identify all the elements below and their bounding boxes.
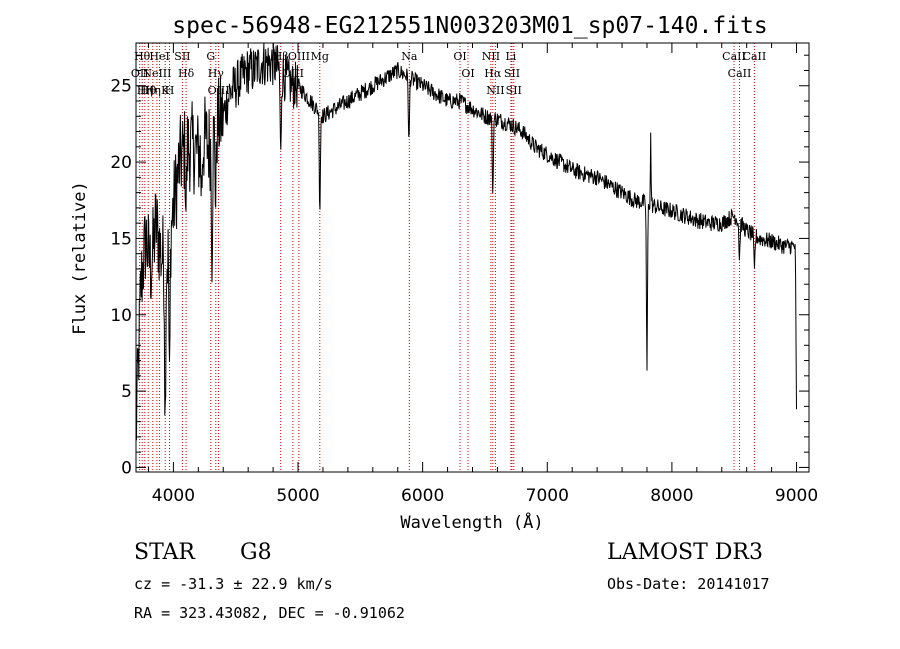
y-tick-label: 25 [110, 77, 132, 97]
line-marker-label: SII [174, 50, 190, 63]
line-marker-label: OIII [288, 50, 310, 63]
line-marker-label: NeIII [142, 67, 171, 80]
observation-date: Obs-Date: 20141017 [607, 575, 770, 593]
y-axis-label: Flux (relative) [70, 181, 90, 335]
line-marker-label: Hδ [178, 67, 195, 80]
axis-ticks: 4000 5000 6000 7000 8000 9000 0 5 10 15 20 25 [110, 43, 818, 506]
line-marker-label: OII [131, 67, 149, 80]
redshift-velocity: cz = -31.3 ± 22.9 km/s [134, 575, 333, 593]
line-marker-label: SII [506, 84, 522, 97]
spectrum-line [135, 42, 797, 441]
line-marker-label: NII [486, 84, 504, 97]
line-markers [139, 43, 755, 472]
line-marker-label: Na [401, 50, 418, 63]
y-tick-label: 0 [121, 458, 132, 478]
plot-frame [135, 42, 810, 473]
line-marker-label: CaII [743, 50, 767, 63]
line-marker-label: G [206, 50, 215, 63]
y-tick-label: 20 [110, 153, 132, 173]
object-class: STAR [134, 540, 195, 565]
line-marker-label: Hγ [208, 67, 225, 80]
line-marker-label: Hη [137, 84, 153, 97]
line-labels: HθOIIHηHθHηNeIIIHeIKHSIIHδGHγOIIIHβOIIIO… [131, 50, 766, 97]
line-marker-label: H [165, 84, 175, 97]
line-marker-label: Li [505, 50, 516, 63]
line-marker-label: CaII [722, 50, 746, 63]
x-axis-label: Wavelength (Å) [400, 511, 543, 533]
line-marker-label: Hα [484, 67, 502, 80]
y-tick-label: 10 [110, 306, 132, 326]
line-marker-label: Hθ [140, 84, 157, 97]
chart-title: spec-56948-EG212551N003203M01_sp07-140.f… [172, 13, 767, 39]
y-tick-label: 5 [121, 382, 132, 402]
line-marker-label: OI [453, 50, 466, 63]
line-marker-label: Hη [145, 84, 161, 97]
line-marker-label: Hθ [134, 50, 151, 63]
line-marker-label: CaII [728, 67, 752, 80]
x-tick-label: 8000 [650, 486, 693, 506]
survey-name: LAMOST DR3 [607, 540, 763, 565]
x-tick-label: 4000 [152, 486, 195, 506]
line-marker-label: K [161, 84, 170, 97]
x-tick-label: 7000 [526, 486, 569, 506]
x-tick-label: 5000 [276, 486, 319, 506]
x-tick-label: 9000 [775, 486, 818, 506]
line-marker-label: NII [482, 50, 500, 63]
x-tick-label: 6000 [401, 486, 444, 506]
line-marker-label: Mg [311, 50, 329, 63]
line-marker-label: OI [461, 67, 474, 80]
line-marker-label: SII [504, 67, 520, 80]
object-subclass: G8 [240, 540, 272, 565]
ra-dec-coordinates: RA = 323.43082, DEC = -0.91062 [134, 604, 405, 622]
line-marker-label: HeI [149, 50, 169, 63]
y-tick-label: 15 [110, 229, 132, 249]
